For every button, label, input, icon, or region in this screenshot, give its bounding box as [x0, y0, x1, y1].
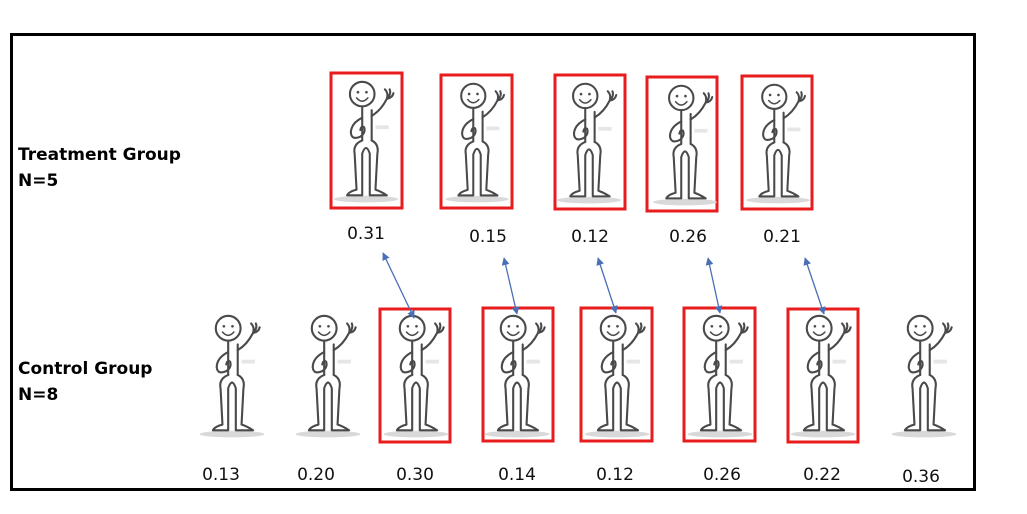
match-arrow — [501, 257, 520, 315]
control-group-label: Control Group N=8 — [18, 356, 152, 408]
person-icon — [295, 314, 361, 438]
control-value: 0.22 — [803, 465, 841, 485]
control-value: 0.36 — [902, 467, 940, 487]
treatment-highlight-box — [439, 73, 514, 210]
treatment-highlight-box — [329, 71, 404, 210]
treatment-group-count: N=5 — [18, 171, 59, 191]
control-value: 0.30 — [396, 465, 434, 485]
person-icon — [746, 83, 810, 204]
match-arrow — [382, 252, 415, 319]
person-icon — [790, 314, 856, 438]
control-value: 0.26 — [703, 465, 741, 485]
person-icon — [891, 314, 957, 438]
person-icon — [557, 82, 621, 204]
treatment-group-label: Treatment Group N=5 — [18, 142, 181, 194]
treatment-highlight-box — [553, 73, 627, 211]
control-value: 0.20 — [297, 465, 335, 485]
treatment-value: 0.31 — [347, 224, 385, 244]
control-value: 0.12 — [596, 465, 634, 485]
treatment-value: 0.15 — [469, 227, 507, 247]
person-icon — [383, 314, 449, 438]
person-icon — [445, 82, 509, 203]
treatment-value: 0.26 — [669, 227, 707, 247]
control-group-count: N=8 — [18, 385, 59, 405]
control-group-title: Control Group — [18, 359, 153, 379]
treatment-highlight-box — [740, 74, 814, 211]
person-icon — [484, 314, 550, 438]
person-icon — [333, 80, 399, 203]
person-icon — [687, 314, 753, 438]
control-value: 0.13 — [202, 465, 240, 485]
control-value: 0.14 — [498, 465, 536, 485]
person-icon — [653, 84, 717, 206]
diagram-frame — [10, 33, 976, 491]
treatment-group-title: Treatment Group — [18, 145, 181, 165]
treatment-value: 0.12 — [571, 227, 609, 247]
match-arrow — [705, 257, 723, 314]
person-icon — [584, 314, 650, 438]
match-arrow — [803, 257, 826, 315]
person-icon — [199, 314, 265, 438]
match-arrow — [596, 257, 618, 314]
treatment-highlight-box — [645, 75, 719, 213]
treatment-value: 0.21 — [763, 227, 801, 247]
control-highlight-box — [378, 307, 452, 444]
